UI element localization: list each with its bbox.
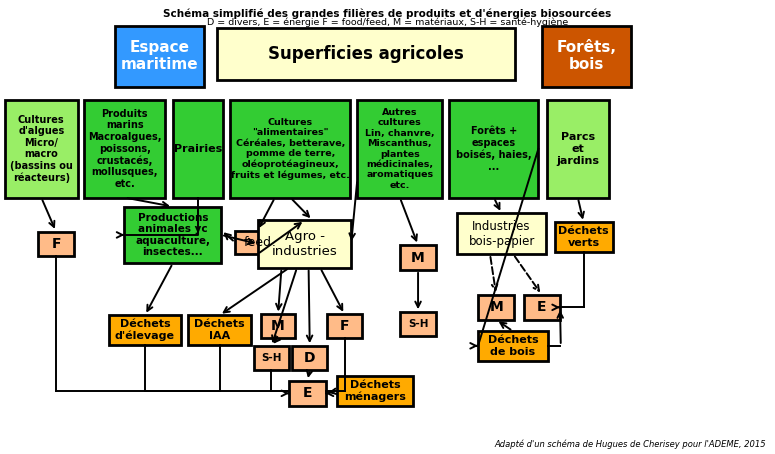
Text: feed: feed xyxy=(243,236,271,249)
Text: Industries
bois-papier: Industries bois-papier xyxy=(468,220,535,248)
Text: M: M xyxy=(489,301,503,314)
FancyBboxPatch shape xyxy=(524,295,560,320)
Text: Parcs
et
jardins: Parcs et jardins xyxy=(556,132,599,166)
FancyBboxPatch shape xyxy=(217,28,515,80)
FancyBboxPatch shape xyxy=(542,25,631,87)
FancyBboxPatch shape xyxy=(289,381,326,406)
Text: Autres
cultures
Lin, chanvre,
Miscanthus,
plantes
médicinales,
aromatiques
etc.: Autres cultures Lin, chanvre, Miscanthus… xyxy=(365,108,435,190)
Text: S-H: S-H xyxy=(408,319,429,329)
Text: Adapté d'un schéma de Hugues de Cherisey pour l'ADEME, 2015: Adapté d'un schéma de Hugues de Cherisey… xyxy=(495,439,766,449)
Text: Forêts +
espaces
boisés, haies,
...: Forêts + espaces boisés, haies, ... xyxy=(456,126,532,172)
Text: E: E xyxy=(303,386,312,400)
FancyBboxPatch shape xyxy=(449,100,539,197)
Text: Déchets
d'élevage: Déchets d'élevage xyxy=(115,319,175,341)
FancyBboxPatch shape xyxy=(457,213,546,254)
Text: S-H: S-H xyxy=(261,353,281,363)
Text: Schéma simplifié des grandes filières de produits et d'énergies biosourcées: Schéma simplifié des grandes filières de… xyxy=(164,9,611,20)
FancyBboxPatch shape xyxy=(478,331,548,360)
Text: E: E xyxy=(537,301,546,314)
FancyBboxPatch shape xyxy=(235,231,280,254)
FancyBboxPatch shape xyxy=(478,295,515,320)
FancyBboxPatch shape xyxy=(260,314,295,338)
FancyBboxPatch shape xyxy=(357,100,443,197)
FancyBboxPatch shape xyxy=(400,312,436,336)
Text: Productions
animales yc
aquaculture,
insectes...: Productions animales yc aquaculture, ins… xyxy=(136,212,210,257)
Text: Agro -
industries: Agro - industries xyxy=(272,230,338,258)
Text: M: M xyxy=(412,251,425,265)
FancyBboxPatch shape xyxy=(327,314,362,338)
FancyBboxPatch shape xyxy=(555,222,612,252)
FancyBboxPatch shape xyxy=(188,315,251,345)
FancyBboxPatch shape xyxy=(292,346,327,370)
Text: Espace
maritime: Espace maritime xyxy=(121,40,198,72)
FancyBboxPatch shape xyxy=(125,207,221,263)
Text: D: D xyxy=(304,351,315,365)
FancyBboxPatch shape xyxy=(253,346,289,370)
FancyBboxPatch shape xyxy=(84,100,166,197)
FancyBboxPatch shape xyxy=(173,100,223,197)
Text: F: F xyxy=(51,237,60,251)
FancyBboxPatch shape xyxy=(230,100,350,197)
FancyBboxPatch shape xyxy=(38,232,74,257)
FancyBboxPatch shape xyxy=(109,315,181,345)
Text: Déchets
verts: Déchets verts xyxy=(558,227,609,248)
Text: Déchets
de bois: Déchets de bois xyxy=(487,335,538,356)
Text: Forêts,
bois: Forêts, bois xyxy=(556,40,617,72)
Text: Déchets
IAA: Déchets IAA xyxy=(195,319,245,341)
FancyBboxPatch shape xyxy=(5,100,78,197)
Text: Superficies agricoles: Superficies agricoles xyxy=(268,45,464,63)
Text: M: M xyxy=(271,319,285,333)
FancyBboxPatch shape xyxy=(337,376,413,406)
Text: D = divers, E = énergie F = food/feed, M = matériaux, S-H = santé-hygiène: D = divers, E = énergie F = food/feed, M… xyxy=(207,18,568,27)
Text: Cultures
"alimentaires"
Céréales, betterave,
pomme de terre,
oléoprotéagineux,
f: Cultures "alimentaires" Céréales, better… xyxy=(231,118,350,180)
Text: F: F xyxy=(339,319,350,333)
FancyBboxPatch shape xyxy=(400,245,436,270)
Text: Produits
marins
Macroalgues,
poissons,
crustacés,
mollusques,
etc.: Produits marins Macroalgues, poissons, c… xyxy=(88,109,162,189)
Text: Cultures
d'algues
Micro/
macro
(bassins ou
réacteurs): Cultures d'algues Micro/ macro (bassins … xyxy=(10,114,73,183)
FancyBboxPatch shape xyxy=(115,25,204,87)
Text: Déchets
ménagers: Déchets ménagers xyxy=(344,380,406,402)
FancyBboxPatch shape xyxy=(258,220,351,268)
FancyBboxPatch shape xyxy=(547,100,608,197)
Text: Prairies: Prairies xyxy=(174,144,222,154)
